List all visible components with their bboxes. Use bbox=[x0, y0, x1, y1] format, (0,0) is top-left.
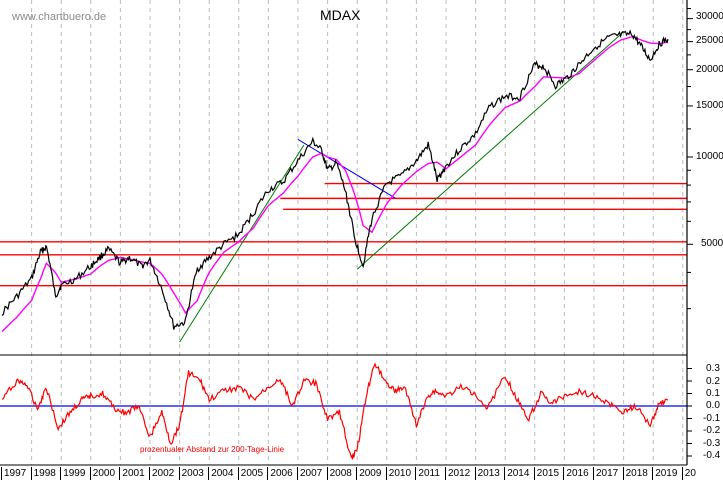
x-tick-2019: 2019 bbox=[652, 467, 677, 480]
x-tick-2000: 2000 bbox=[89, 467, 115, 480]
osc-tick-0.0: 0.0 bbox=[706, 400, 720, 411]
downtrend-line bbox=[297, 138, 396, 199]
x-tick-2002: 2002 bbox=[149, 467, 174, 480]
x-tick-2001: 2001 bbox=[119, 467, 145, 480]
x-tick-1999: 1999 bbox=[60, 467, 85, 480]
y-tick-30000: 30000 bbox=[696, 11, 723, 22]
x-tick-2006: 2006 bbox=[267, 467, 293, 480]
x-tick-2017: 2017 bbox=[593, 467, 618, 480]
x-tick-2018: 2018 bbox=[622, 467, 648, 480]
x-tick-2016: 2016 bbox=[563, 467, 589, 480]
x-tick-2013: 2013 bbox=[474, 467, 500, 480]
osc-tick-0.1: 0.1 bbox=[706, 388, 720, 399]
x-tick-2010: 2010 bbox=[385, 467, 411, 480]
osc-tick-minus-0.4: -0.4 bbox=[703, 450, 721, 461]
year-gridlines bbox=[31, 0, 684, 465]
oscillator-line bbox=[1, 362, 669, 460]
x-tick-2009: 2009 bbox=[356, 467, 381, 480]
support-resistance-lines bbox=[0, 182, 687, 287]
x-tick-2011: 2011 bbox=[415, 467, 440, 480]
ma200-line bbox=[1, 35, 669, 333]
y-tick-10000: 10000 bbox=[696, 151, 723, 162]
y-tick-25000: 25000 bbox=[696, 35, 723, 46]
x-tick-2003: 2003 bbox=[178, 467, 204, 480]
osc-tick-0.3: 0.3 bbox=[706, 363, 720, 374]
uptrend-line bbox=[356, 31, 624, 270]
x-tick-20: 20 bbox=[681, 467, 696, 480]
uptrend-line bbox=[179, 144, 305, 343]
y-axis-tick-marks bbox=[687, 8, 693, 457]
x-tick-2004: 2004 bbox=[208, 467, 233, 480]
osc-tick-minus-0.3: -0.3 bbox=[703, 438, 721, 449]
oscillator-annotation: prozentualer Abstand zur 200-Tage-Linie bbox=[140, 445, 285, 454]
x-tick-1997: 1997 bbox=[1, 467, 26, 480]
x-tick-2015: 2015 bbox=[533, 467, 559, 480]
price-line bbox=[1, 29, 669, 330]
x-tick-2014: 2014 bbox=[504, 467, 529, 480]
x-tick-2008: 2008 bbox=[326, 467, 352, 480]
trend-lines bbox=[179, 31, 624, 343]
x-tick-1998: 1998 bbox=[30, 467, 56, 480]
y-tick-5000: 5000 bbox=[701, 238, 723, 249]
x-tick-2005: 2005 bbox=[237, 467, 263, 480]
osc-tick-minus-0.1: -0.1 bbox=[703, 413, 721, 424]
osc-tick-minus-0.2: -0.2 bbox=[703, 425, 721, 436]
x-tick-2012: 2012 bbox=[445, 467, 470, 480]
x-tick-2007: 2007 bbox=[297, 467, 322, 480]
watermark: www.chartbuero.de bbox=[12, 11, 107, 23]
y-tick-20000: 20000 bbox=[696, 64, 723, 75]
y-tick-15000: 15000 bbox=[696, 100, 723, 111]
chart-title: MDAX bbox=[320, 7, 361, 23]
osc-tick-0.2: 0.2 bbox=[706, 376, 720, 387]
